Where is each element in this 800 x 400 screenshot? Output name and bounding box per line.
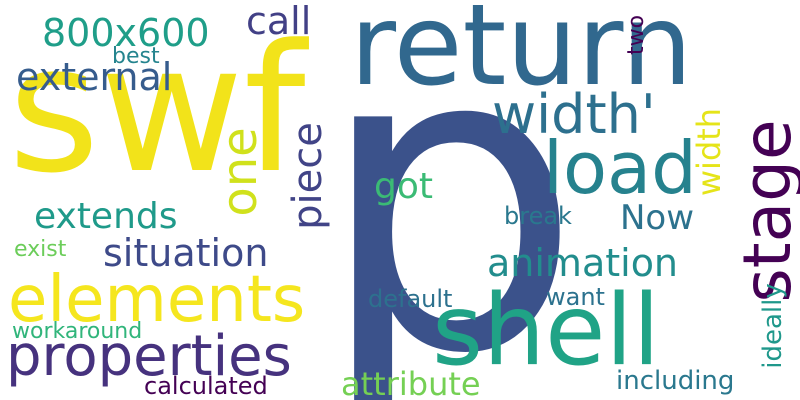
word-two: two xyxy=(624,14,649,56)
word-best: best xyxy=(112,44,160,69)
word-width-quote: width' xyxy=(492,83,656,146)
word-call: call xyxy=(246,0,312,43)
word-break: break xyxy=(504,202,572,230)
word-properties: properties xyxy=(6,324,292,389)
word-situation: situation xyxy=(103,231,269,275)
word-exist: exist xyxy=(14,237,67,262)
word-extends: extends xyxy=(34,196,178,237)
word-swf: swf xyxy=(8,7,306,212)
word-shell: shell xyxy=(432,274,660,388)
word-one: one xyxy=(212,127,268,217)
word-p: p xyxy=(316,0,583,400)
word-now: Now xyxy=(620,198,695,238)
word-attribute: attribute xyxy=(341,365,481,400)
word-elements: elements xyxy=(8,263,306,337)
word-width: width xyxy=(690,107,728,197)
word-got: got xyxy=(374,166,433,207)
word-return: return xyxy=(350,0,693,111)
word-including: including xyxy=(616,366,735,396)
word-want: want xyxy=(546,283,605,311)
word-default: default xyxy=(368,285,453,313)
word-piece: piece xyxy=(285,122,331,230)
word-external: external xyxy=(16,55,173,99)
word-workaround: workaround xyxy=(12,319,143,344)
word-800x600: 800x600 xyxy=(42,11,210,55)
word-ideally: ideally xyxy=(758,283,788,369)
word-calculated: calculated xyxy=(144,372,268,400)
word-load: load xyxy=(543,126,697,210)
word-animation: animation xyxy=(487,241,679,285)
